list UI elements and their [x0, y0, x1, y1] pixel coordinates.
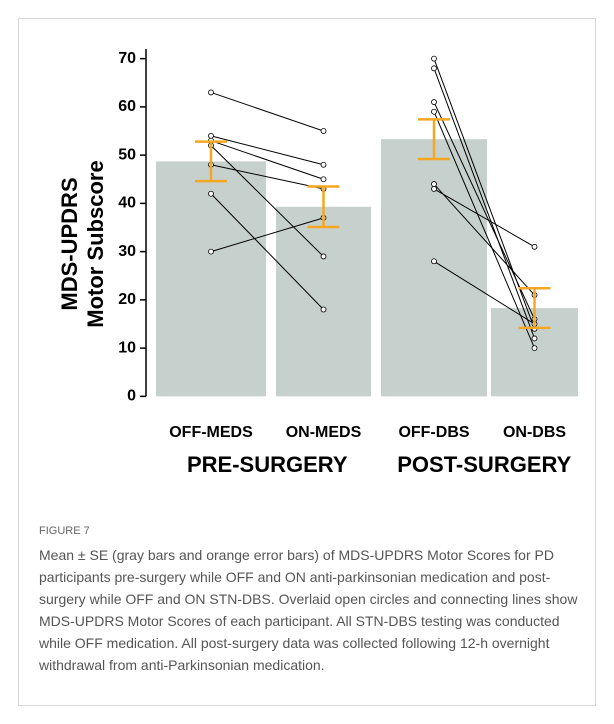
participant-point: [431, 186, 437, 192]
participant-point: [320, 128, 327, 134]
participant-line: [433, 260, 535, 325]
chart: MDS-UPDRS Motor Subscore 0 10 20 30 40 50 60 70…: [57, 49, 578, 477]
participant-point: [208, 89, 214, 96]
error-bar: [518, 287, 551, 330]
participant-point: [531, 335, 538, 342]
participant-line: [210, 145, 324, 257]
participant-point: [320, 253, 327, 260]
caption-text: Mean ± SE (gray bars and orange error ba…: [39, 547, 578, 673]
y-tick-label: 10: [118, 339, 136, 356]
y-tick-label: 30: [118, 243, 136, 260]
participant-point: [431, 108, 437, 115]
participant-line: [433, 101, 535, 320]
error-bar: [195, 140, 227, 183]
x-tick-label: OFF-MEDS: [169, 424, 253, 441]
x-tick-label: ON-DBS: [503, 424, 566, 441]
bar: [381, 139, 487, 397]
participant-line: [210, 91, 324, 132]
participant-line: [433, 183, 535, 296]
y-tick-label: 40: [118, 195, 136, 212]
participant-line: [210, 217, 324, 253]
error-bar: [307, 185, 340, 229]
bar: [276, 206, 371, 397]
participant-point: [531, 243, 538, 250]
participant-line: [210, 164, 324, 190]
bar: [156, 161, 266, 397]
participant-line: [433, 68, 535, 339]
participant-line: [433, 111, 535, 349]
group-label: PRE-SURGERY: [187, 452, 348, 477]
y-tick-label: 60: [118, 98, 136, 115]
group-label: POST-SURGERY: [397, 452, 571, 477]
participant-point: [431, 55, 437, 62]
y-label: MDS-UPDRS: [57, 177, 82, 310]
y-label: Motor Subscore: [83, 160, 108, 327]
x-tick-label: OFF-DBS: [398, 424, 469, 441]
participant-line: [210, 193, 324, 310]
participant-point: [431, 65, 437, 72]
caption-label: FIGURE 7: [39, 525, 90, 537]
participant-line: [210, 140, 324, 180]
participant-point: [431, 258, 437, 265]
participant-line: [433, 188, 535, 248]
participant-point: [320, 306, 327, 313]
figure: MDS-UPDRS Motor Subscore 0 10 20 30 40 50 60 70…: [18, 18, 596, 706]
participant-point: [431, 99, 437, 105]
x-tick-label: ON-MEDS: [286, 424, 362, 441]
participant-point: [431, 181, 437, 187]
participant-point: [208, 132, 214, 139]
error-bar: [418, 118, 450, 161]
y-tick-label: 20: [118, 291, 136, 308]
y-tick-label: 70: [118, 50, 136, 67]
participant-point: [208, 190, 214, 197]
participant-point: [320, 161, 327, 168]
y-tick-label: 0: [127, 388, 136, 405]
participant-point: [208, 248, 214, 255]
participant-line: [210, 135, 324, 166]
participant-point: [320, 176, 327, 183]
y-tick-label: 50: [118, 146, 136, 163]
participant-point: [531, 345, 538, 352]
